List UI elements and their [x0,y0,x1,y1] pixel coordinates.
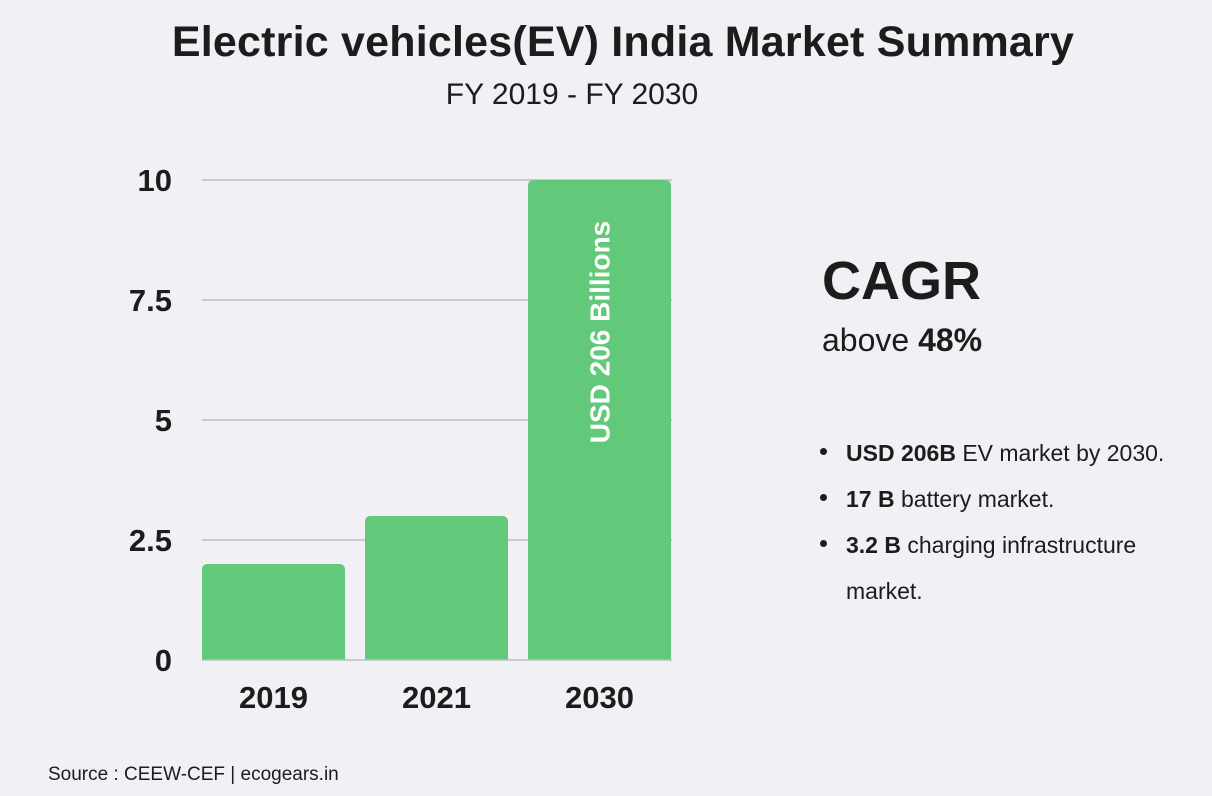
x-tick-label: 2021 [402,680,471,715]
bar-base [202,652,345,660]
fact-text: battery market. [894,486,1055,512]
fact-text: EV market by 2030. [955,440,1165,466]
fact-highlight: 17 B [846,486,895,512]
fact-item: 3.2 B charging infrastructure market. [818,522,1188,614]
facts-list: USD 206B EV market by 2030. 17 B battery… [818,430,1188,614]
bar-base [365,652,508,660]
x-tick-label: 2030 [565,680,634,715]
bar-annotation: USD 206 Billions [585,221,616,444]
source-note: Source : CEEW-CEF | ecogears.in [48,764,339,785]
bar-base [528,652,671,660]
y-tick-label: 2.5 [129,523,172,558]
y-tick-label: 5 [155,403,172,438]
fact-text: charging infrastructure market. [846,532,1137,604]
cagr-heading: CAGR [822,251,981,311]
y-tick-label: 0 [155,643,172,678]
fact-item: 17 B battery market. [818,476,1188,522]
y-tick-label: 10 [138,163,172,198]
chart-title: Electric vehicles(EV) India Market Summa… [171,18,1075,66]
cagr-value-line: above 48% [822,322,982,359]
chart-subtitle: FY 2019 - FY 2030 [445,78,699,111]
bar-2030 [528,180,671,660]
cagr-value: 48% [918,322,983,358]
cagr-prefix: above [822,322,910,358]
fact-highlight: USD 206B [846,440,956,466]
bar-2019 [202,564,345,660]
bar-2021 [365,516,508,660]
x-tick-label: 2019 [239,680,308,715]
y-tick-label: 7.5 [129,283,172,318]
fact-item: USD 206B EV market by 2030. [818,430,1188,476]
bar-chart: 0 2.5 5 7.5 10 2019 2021 2030 USD 206 Billions [129,163,672,715]
fact-highlight: 3.2 B [846,532,901,558]
